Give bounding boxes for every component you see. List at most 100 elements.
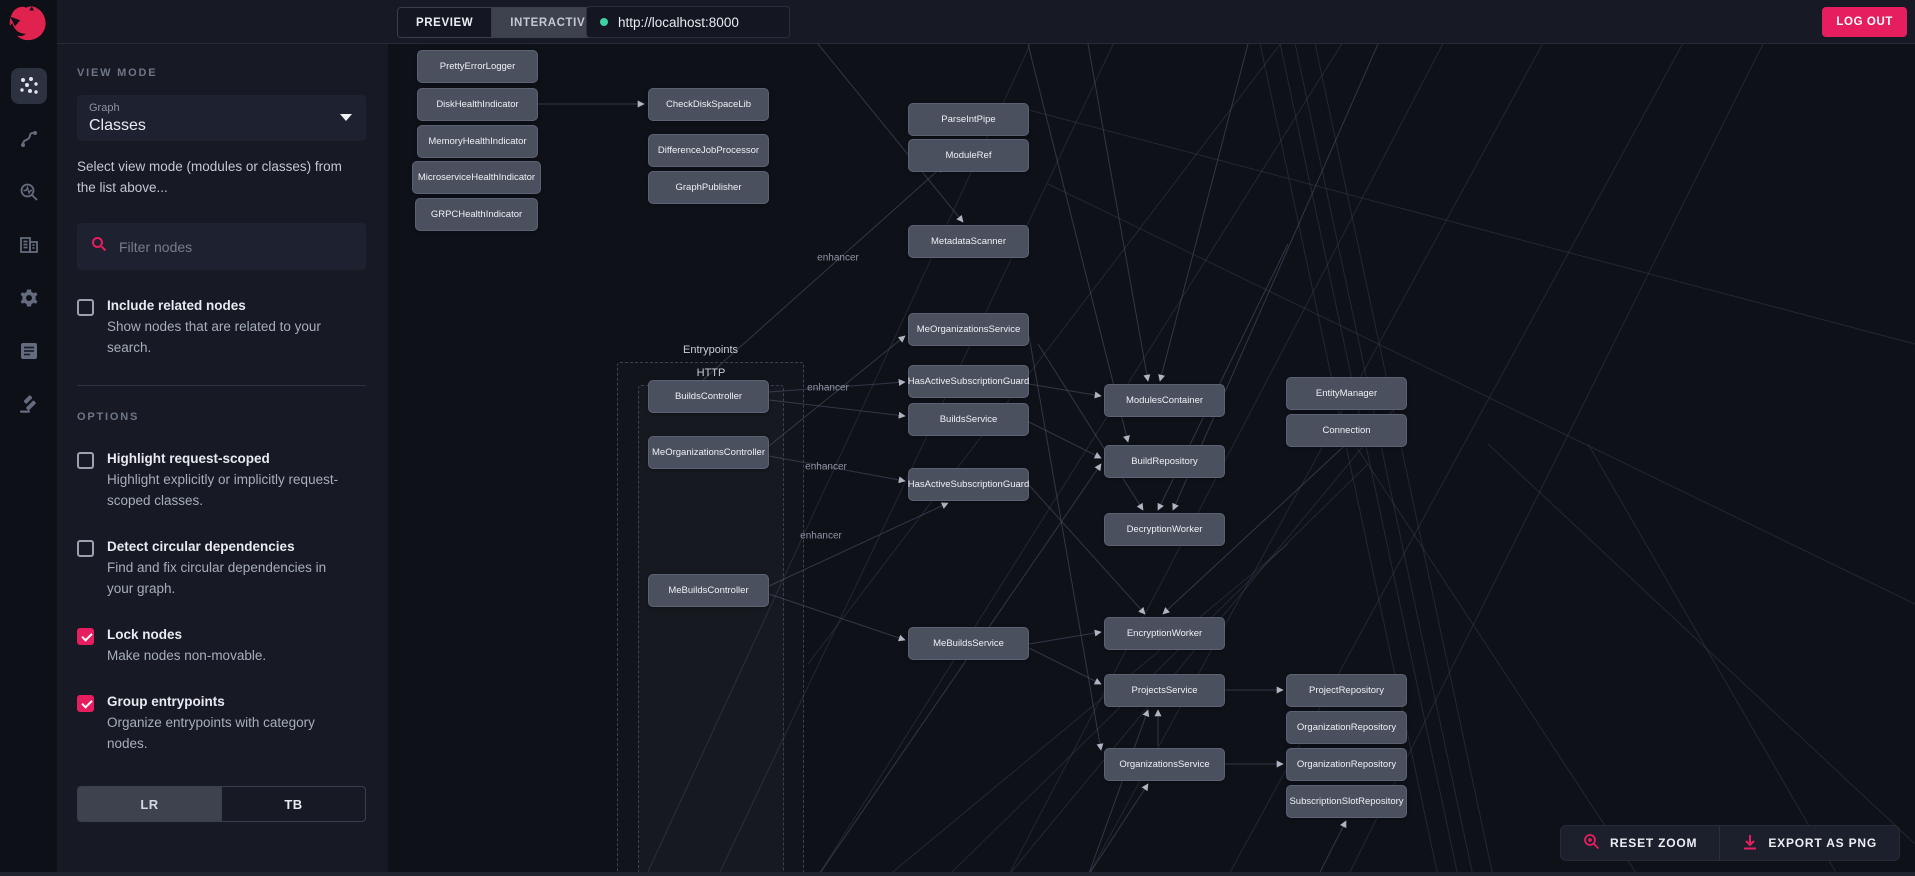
organization-icon [19,235,39,255]
logout-button[interactable]: LOG OUT [1822,7,1907,37]
graph-node-MemoryHealthIndicator[interactable]: MemoryHealthIndicator [417,125,538,158]
option-detect-circular: Detect circular dependencies Find and fi… [77,538,366,599]
graph-node-MeBuildsService[interactable]: MeBuildsService [908,627,1029,660]
graph-node-OrganizationsService[interactable]: OrganizationsService [1104,748,1225,781]
graph-node-DiskHealthIndicator[interactable]: DiskHealthIndicator [417,88,538,121]
edge-BuildRepository [817,463,1102,876]
options-heading: OPTIONS [77,411,140,423]
graph-node-BuildRepository[interactable]: BuildRepository [1104,445,1225,478]
graph-node-HasActiveSubscriptionGuard[interactable]: HasActiveSubscriptionGuard [908,365,1029,398]
option-highlight-request-scoped: Highlight request-scoped Highlight expli… [77,450,366,511]
nestjs-logo-icon [7,5,49,42]
export-png-button[interactable]: EXPORT AS PNG [1719,826,1899,860]
graph-node-HasActiveSubscriptionGuard2[interactable]: HasActiveSubscriptionGuard [908,468,1029,501]
icon-rail [0,0,57,876]
tab-preview[interactable]: PREVIEW [398,8,492,37]
graph-node-GRPCHealthIndicator[interactable]: GRPCHealthIndicator [415,198,538,231]
render-mode-tabs: PREVIEW INTERACTIVE [397,7,613,38]
detect-circular-checkbox[interactable] [77,540,94,557]
download-icon [1742,834,1758,853]
graph-node-ProjectsService[interactable]: ProjectsService [1104,674,1225,707]
graph-node-MetadataScanner[interactable]: MetadataScanner [908,225,1029,258]
option-label: Highlight request-scoped [107,451,270,466]
graph-node-ProjectRepository[interactable]: ProjectRepository [1286,674,1407,707]
lock-nodes-checkbox[interactable] [77,628,94,645]
graph-node-DifferenceJobProcessor[interactable]: DifferenceJobProcessor [648,134,769,167]
include-related-row: Include related nodes Show nodes that ar… [77,297,366,358]
graph-node-PrettyErrorLogger[interactable]: PrettyErrorLogger [417,50,538,83]
target-url: http://localhost:8000 [618,14,739,30]
rail-item-organization[interactable] [11,227,47,263]
sidebar-divider [77,385,366,386]
edge-label-enhancer: enhancer [805,461,847,473]
edge-SubscriptionSlotRepository [1317,820,1347,876]
rail-item-gavel[interactable] [11,386,47,422]
option-lock-nodes: Lock nodes Make nodes non-movable. [77,626,366,666]
gavel-icon [19,394,39,414]
graph-select[interactable]: Graph Classes [77,95,366,141]
graph-node-DecryptionWorker[interactable]: DecryptionWorker [1104,513,1225,546]
rail-item-settings[interactable] [11,280,47,316]
scrollbar-strip[interactable] [0,872,1915,876]
graph-canvas[interactable]: Entrypoints HTTP PrettyErrorLogger DiskHeal… [388,44,1915,876]
rail-item-inspect[interactable] [11,174,47,210]
edge-EncryptionWorker [1162,423,1369,615]
edge-label-enhancer: enhancer [807,382,849,394]
rail-item-graph-view[interactable] [10,68,47,104]
graph-layer[interactable]: Entrypoints HTTP PrettyErrorLogger DiskHeal… [388,44,1915,876]
graph-node-ModulesContainer[interactable]: ModulesContainer [1104,384,1225,417]
include-related-checkbox[interactable] [77,299,94,316]
graph-node-EncryptionWorker[interactable]: EncryptionWorker [1104,617,1225,650]
graph-select-value: Classes [89,117,146,134]
edge-MeOrganizationsController-MeOrganizationsService [768,335,906,447]
option-label: Group entrypoints [107,694,225,709]
graph-node-ParseIntPipe[interactable]: ParseIntPipe [908,103,1029,136]
graph-node-MeOrganizationsService[interactable]: MeOrganizationsService [908,313,1029,346]
edge-DecryptionWorker [1172,44,1379,511]
group-entrypoints-checkbox[interactable] [77,695,94,712]
settings-gear-icon [19,288,39,308]
edge-DecryptionWorker [1037,343,1144,511]
option-description: Organize entrypoints with category nodes… [107,715,315,751]
highlight-request-scoped-checkbox[interactable] [77,452,94,469]
graph-node-OrganizationRepository2[interactable]: OrganizationRepository [1286,748,1407,781]
graph-node-MeOrganizationsController[interactable]: MeOrganizationsController [648,436,769,469]
topbar: PREVIEW INTERACTIVE http://localhost:800… [57,0,1915,44]
graph-node-BuildsController[interactable]: BuildsController [648,380,769,413]
zoom-reset-icon [1583,833,1600,853]
edge-EncryptionWorker [1027,483,1146,615]
edge-ProjectsService [1087,709,1150,876]
graph-node-MeBuildsController[interactable]: MeBuildsController [648,574,769,607]
canvas-controls: RESET ZOOM EXPORT AS PNG [1560,825,1900,861]
edge-MeBuildsService-EncryptionWorker [1028,629,1102,645]
edge-BuildsController-HasActiveSubscriptionGuard [768,378,906,393]
view-mode-help-text: Select view mode (modules or classes) fr… [77,159,342,195]
reset-zoom-button[interactable]: RESET ZOOM [1561,826,1719,860]
direction-lr-button[interactable]: LR [78,787,221,821]
direction-tb-button[interactable]: TB [221,787,365,821]
graph-node-MicroserviceHealthIndicator[interactable]: MicroserviceHealthIndicator [412,161,541,194]
target-url-field[interactable]: http://localhost:8000 [586,6,790,38]
option-label: Lock nodes [107,627,183,642]
graph-node-EntityManager[interactable]: EntityManager [1286,377,1407,410]
filter-input[interactable] [117,237,352,256]
graph-node-GraphPublisher[interactable]: GraphPublisher [648,171,769,204]
graph-node-ModuleRef[interactable]: ModuleRef [908,139,1029,172]
export-png-label: EXPORT AS PNG [1768,836,1877,850]
edge-MetadataScanner [817,44,964,223]
layout-direction-toggle: LR TB [77,786,366,822]
graph-node-CheckDiskSpaceLib[interactable]: CheckDiskSpaceLib [648,88,769,121]
option-description: Highlight explicitly or implicitly reque… [107,472,339,508]
edge-MeOrganizationsController-HasActiveSubscriptionGuard2 [768,455,906,484]
graph-node-OrganizationRepository[interactable]: OrganizationRepository [1286,711,1407,744]
edge-HasActiveSubscriptionGuard-ModulesContainer [1028,383,1102,399]
graph-node-BuildsService[interactable]: BuildsService [908,403,1029,436]
edge-MeBuildsController-HasActiveSubscriptionGuard2 [768,502,949,587]
rail-item-notes[interactable] [11,333,47,369]
include-related-label: Include related nodes [107,298,246,313]
rail-item-route[interactable] [11,121,47,157]
notes-icon [20,342,38,360]
graph-node-Connection[interactable]: Connection [1286,414,1407,447]
edge-ModulesContainer [1087,44,1151,382]
graph-node-SubscriptionSlotRepository[interactable]: SubscriptionSlotRepository [1286,785,1407,818]
